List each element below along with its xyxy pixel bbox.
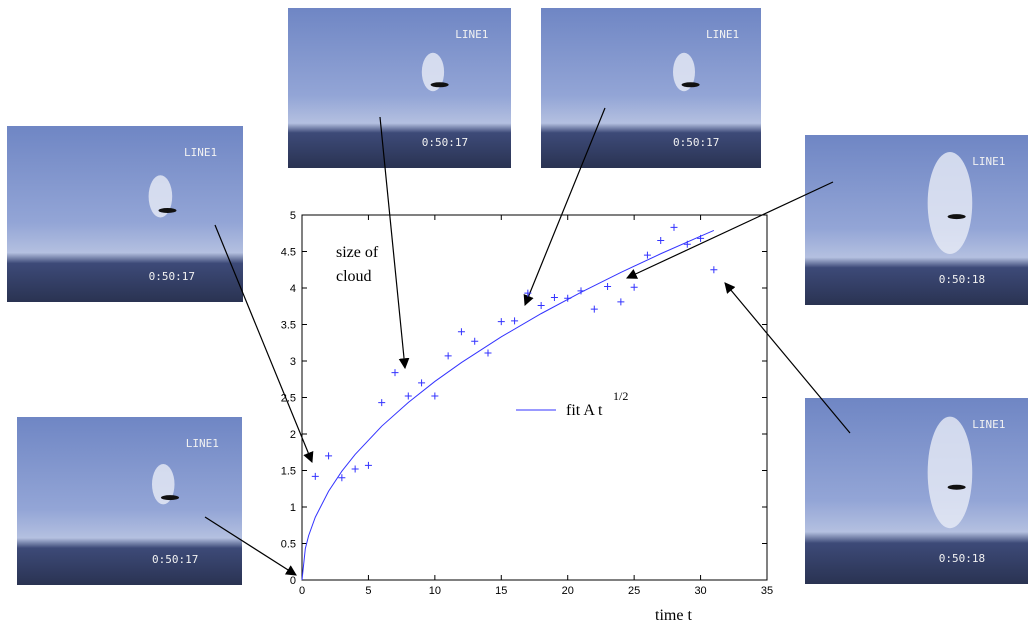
photo-time: 0:50:17 (422, 136, 468, 149)
y-tick-label: 2 (290, 429, 296, 441)
legend-exponent: 1/2 (613, 389, 628, 403)
data-point (365, 462, 372, 469)
y-tick-label: 5 (290, 210, 296, 222)
photo-label: LINE1 (186, 437, 219, 450)
photo-time: 0:50:18 (939, 552, 985, 565)
data-point (431, 393, 438, 400)
annotation: cloud (336, 268, 372, 285)
data-point (352, 466, 359, 473)
y-tick-label: 4.5 (281, 247, 296, 259)
data-point (631, 284, 638, 291)
data-point (604, 283, 611, 290)
photo-label: LINE1 (972, 418, 1005, 431)
page: LINE1 0:50:17 LINE1 0:50:17 LINE1 0:50:17 LINE… (0, 0, 1028, 623)
data-point (671, 224, 678, 231)
data-point (511, 317, 518, 324)
aircraft (431, 82, 449, 87)
photos: LINE1 0:50:17 LINE1 0:50:17 LINE1 0:50:17 LINE… (7, 8, 1028, 585)
aircraft (682, 82, 700, 87)
y-tick-label: 1 (290, 502, 296, 514)
data-point (325, 452, 332, 459)
y-tick-label: 4 (290, 283, 296, 295)
y-tick-label: 0 (290, 575, 296, 587)
aircraft (158, 208, 176, 213)
y-tick-label: 3.5 (281, 320, 296, 332)
arrow (627, 182, 833, 278)
aircraft (948, 214, 966, 219)
photo-label: LINE1 (184, 146, 217, 159)
x-tick-label: 35 (761, 585, 773, 597)
data-point (418, 379, 425, 386)
data-point (405, 393, 412, 400)
cloud (928, 152, 973, 254)
x-tick-label: 5 (365, 585, 371, 597)
data-point (458, 328, 465, 335)
photo-label: LINE1 (706, 28, 739, 41)
data-point (591, 306, 598, 313)
photo-label: LINE1 (455, 28, 488, 41)
x-tick-label: 20 (562, 585, 574, 597)
x-tick-label: 15 (495, 585, 507, 597)
data-point (644, 252, 651, 259)
data-point (485, 349, 492, 356)
aircraft (161, 495, 179, 500)
data-point (392, 369, 399, 376)
y-tick-label: 3 (290, 356, 296, 368)
data-point (471, 338, 478, 345)
y-tick-label: 2.5 (281, 393, 296, 405)
data-point (378, 399, 385, 406)
data-point (312, 473, 319, 480)
x-tick-label: 30 (694, 585, 706, 597)
legend-label: fit A t (566, 402, 603, 419)
photo-time: 0:50:17 (673, 136, 719, 149)
data-point (445, 352, 452, 359)
x-tick-label: 25 (628, 585, 640, 597)
y-tick-label: 1.5 (281, 466, 296, 478)
arrow (725, 283, 850, 433)
data-point (657, 237, 664, 244)
data-point (617, 298, 624, 305)
photo-time: 0:50:17 (152, 553, 198, 566)
plot-area (302, 215, 767, 580)
x-axis-label: time t (655, 607, 692, 623)
photo-label: LINE1 (972, 155, 1005, 168)
data-point (551, 294, 558, 301)
data-point (498, 318, 505, 325)
x-tick-label: 0 (299, 585, 305, 597)
data-point (710, 266, 717, 273)
data-point (538, 302, 545, 309)
aircraft (948, 485, 966, 490)
photo-time: 0:50:18 (939, 273, 985, 286)
cloud (928, 417, 973, 529)
photo-time: 0:50:17 (149, 270, 195, 283)
x-tick-label: 10 (429, 585, 441, 597)
y-tick-label: 0.5 (281, 539, 296, 551)
annotation: size of (336, 244, 379, 261)
